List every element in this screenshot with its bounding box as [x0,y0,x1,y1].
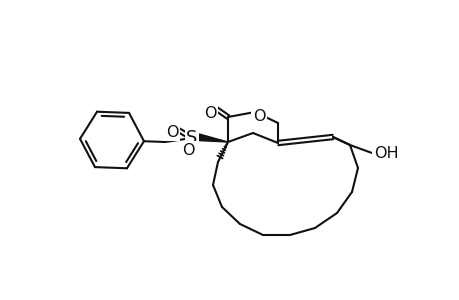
Text: S: S [186,129,197,147]
Text: O: O [252,109,265,124]
Text: O: O [203,106,216,121]
Text: OH: OH [373,146,397,160]
Text: O: O [181,142,194,158]
Polygon shape [196,134,228,142]
Text: O: O [165,124,178,140]
